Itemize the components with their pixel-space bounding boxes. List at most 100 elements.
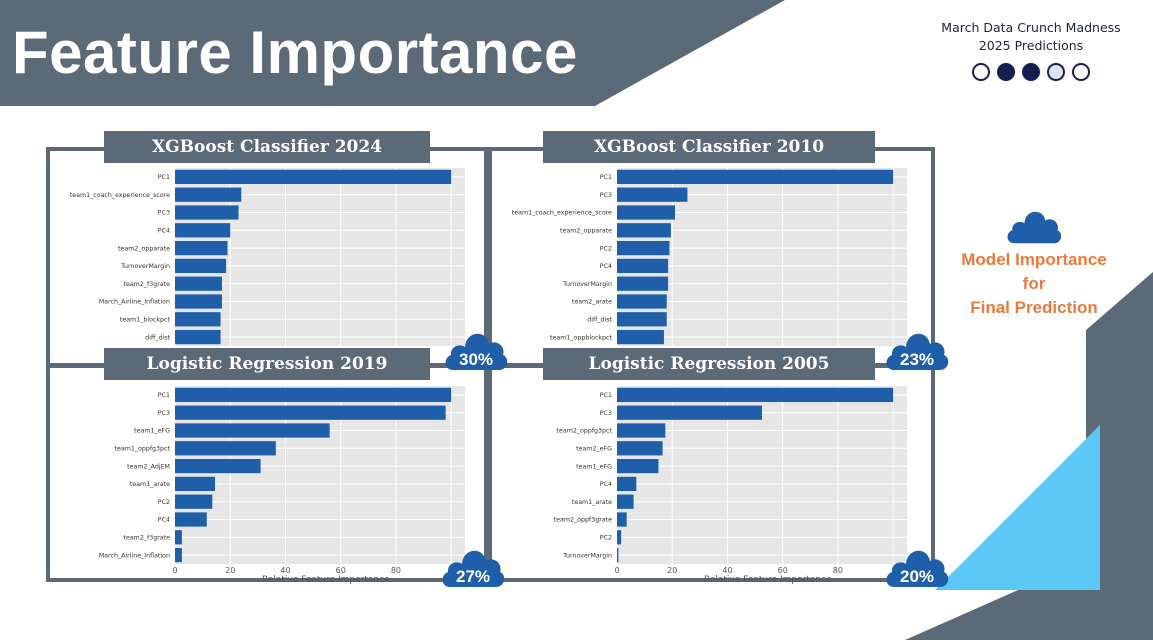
bar bbox=[175, 441, 276, 456]
progress-dot-4 bbox=[1047, 63, 1065, 81]
progress-dot-5 bbox=[1072, 63, 1090, 81]
chart-xgb-2010: PC1 PC3 team1_coach_experience_score team2_… bbox=[512, 168, 907, 346]
category-label: PC3 bbox=[158, 210, 170, 217]
panel-title-xgb-2024: XGBoost Classifier 2024 bbox=[104, 131, 430, 163]
bar bbox=[175, 530, 182, 545]
bar bbox=[617, 276, 669, 291]
chart-lr-2019: PC1 PC3 team1_eFG team1_oppfg3pct team2_AdjE… bbox=[99, 386, 465, 585]
bar bbox=[617, 205, 675, 220]
side-note-line-1: Model Importance bbox=[961, 250, 1107, 269]
cloud-icon bbox=[1007, 211, 1062, 244]
bar bbox=[175, 423, 330, 438]
category-label: TurnoverMargin bbox=[562, 281, 612, 288]
category-label: team1_arate bbox=[572, 499, 612, 506]
bar bbox=[175, 258, 227, 274]
category-label: PC3 bbox=[158, 410, 170, 417]
cloud-icon bbox=[445, 333, 508, 370]
category-label: team2_opparate bbox=[118, 245, 170, 252]
bar bbox=[175, 512, 207, 527]
category-label: team2_oppfg3pct bbox=[557, 428, 613, 435]
page-title: Feature Importance bbox=[12, 19, 578, 86]
bar bbox=[175, 387, 452, 403]
category-label: team2_oppf3grate bbox=[554, 517, 612, 524]
category-label: team1_arate bbox=[130, 481, 170, 488]
category-label: team2_opparate bbox=[560, 228, 612, 235]
panel-title-lr-2019: Logistic Regression 2019 bbox=[104, 348, 430, 380]
bar bbox=[175, 494, 213, 509]
weight-label: 23% bbox=[899, 350, 935, 369]
bar bbox=[617, 547, 619, 563]
panel-title-xgb-2010: XGBoost Classifier 2010 bbox=[543, 131, 875, 163]
progress-dot-3 bbox=[1022, 63, 1040, 81]
category-label: team2_eFG bbox=[576, 446, 612, 453]
category-label: team1_coach_experience_score bbox=[70, 192, 170, 199]
bar bbox=[175, 187, 242, 202]
category-label: team1_eFG bbox=[134, 428, 170, 435]
bar bbox=[175, 405, 446, 420]
progress-dots bbox=[972, 63, 1090, 81]
x-tick-label: 80 bbox=[391, 566, 401, 575]
category-label: PC4 bbox=[600, 481, 612, 488]
bar bbox=[175, 240, 228, 256]
bar bbox=[617, 441, 663, 456]
category-label: PC1 bbox=[158, 392, 170, 399]
x-tick-label: 0 bbox=[614, 566, 619, 575]
x-tick-label: 80 bbox=[833, 566, 843, 575]
category-label: PC4 bbox=[158, 228, 170, 235]
cloud-icon bbox=[886, 550, 949, 587]
bar bbox=[175, 458, 261, 474]
cloud-icon bbox=[442, 550, 505, 587]
x-tick-label: 60 bbox=[336, 566, 346, 575]
bar bbox=[175, 476, 216, 492]
brand-line-2: 2025 Predictions bbox=[978, 38, 1084, 53]
category-label: team2_f3grate bbox=[123, 535, 170, 542]
x-tick-label: 40 bbox=[722, 566, 732, 575]
cloud-icon bbox=[886, 333, 949, 370]
category-label: team1_eFG bbox=[576, 463, 612, 470]
bar bbox=[617, 294, 667, 309]
bar bbox=[175, 329, 221, 345]
category-label: team1_blockpct bbox=[120, 317, 171, 324]
category-label: team1_oppblockpct bbox=[550, 334, 613, 341]
bar bbox=[617, 187, 688, 202]
category-label: PC1 bbox=[600, 174, 612, 181]
bar bbox=[175, 547, 182, 563]
weight-label: 27% bbox=[455, 567, 491, 586]
category-label: PC2 bbox=[600, 535, 612, 542]
category-label: diff_dist bbox=[145, 334, 170, 341]
brand-line-1: March Data Crunch Madness bbox=[941, 20, 1121, 35]
bar bbox=[175, 312, 221, 327]
bar bbox=[617, 476, 637, 492]
progress-dot-1 bbox=[972, 63, 990, 81]
category-label: March_Airline_Inflation bbox=[99, 552, 170, 559]
bar bbox=[617, 423, 666, 438]
bar bbox=[175, 169, 452, 185]
category-label: team2_f3grate bbox=[123, 281, 170, 288]
category-label: diff_dist bbox=[587, 317, 612, 324]
category-label: team2_AdjEM bbox=[127, 463, 170, 470]
chart-lr-2005: PC1 PC3 team2_oppfg3pct team2_eFG team1_eFG P… bbox=[554, 386, 907, 585]
bar bbox=[617, 530, 622, 545]
weight-label: 30% bbox=[458, 350, 494, 369]
chart-xgb-2024: PC1 team1_coach_experience_score PC3 PC4 tea… bbox=[70, 168, 465, 346]
bar bbox=[175, 205, 239, 220]
category-label: PC4 bbox=[600, 263, 612, 270]
category-label: team1_oppfg3pct bbox=[115, 446, 171, 453]
weight-label: 20% bbox=[899, 567, 935, 586]
category-label: PC4 bbox=[158, 517, 170, 524]
bar bbox=[617, 405, 762, 420]
x-tick-label: 20 bbox=[667, 566, 677, 575]
x-tick-label: 20 bbox=[225, 566, 235, 575]
bar bbox=[617, 458, 659, 474]
weight-badge-lr-2005: 20% bbox=[884, 543, 950, 589]
x-tick-label: 40 bbox=[280, 566, 290, 575]
bar bbox=[617, 258, 669, 274]
category-label: March_Airline_Inflation bbox=[99, 299, 170, 306]
category-label: PC1 bbox=[158, 174, 170, 181]
weight-badge-xgb-2024: 30% bbox=[443, 326, 509, 372]
bar bbox=[617, 223, 671, 238]
bar bbox=[617, 494, 634, 509]
x-tick-label: 0 bbox=[172, 566, 177, 575]
